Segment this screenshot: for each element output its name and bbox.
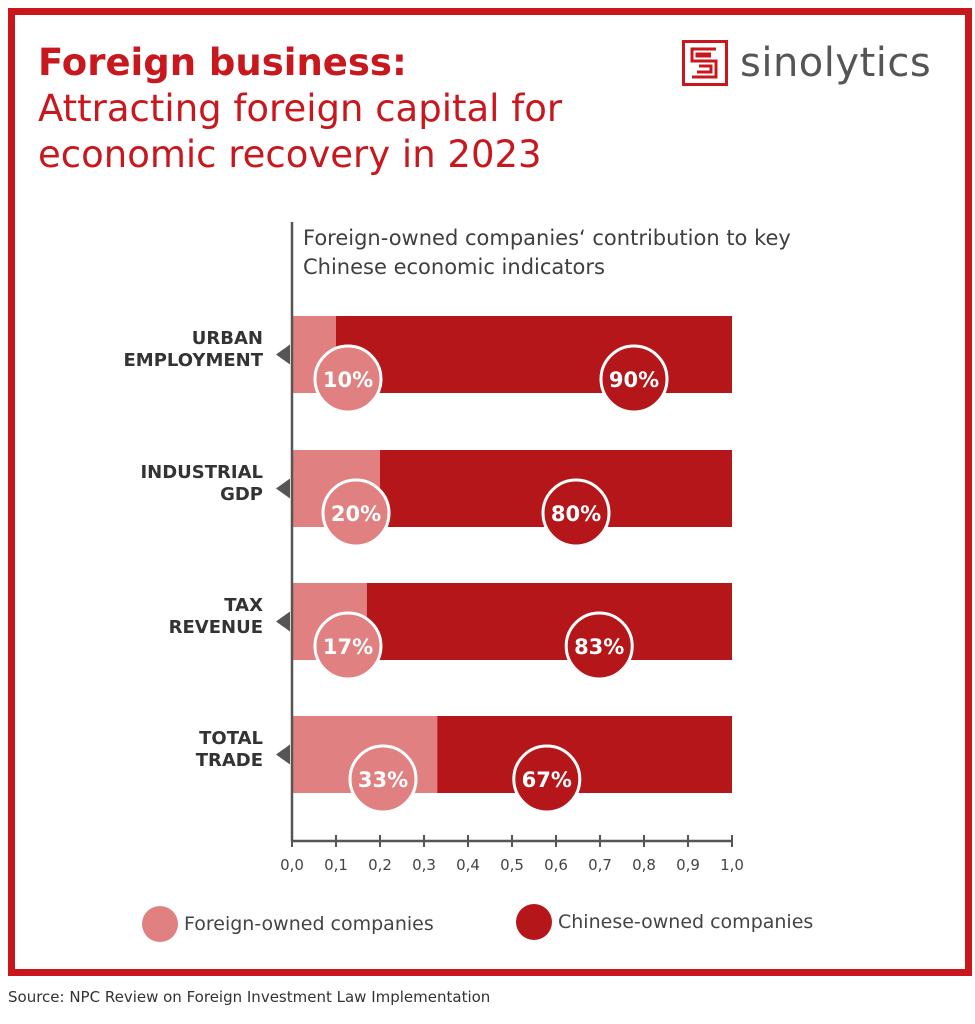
- data-label-circle-foreign: [348, 744, 418, 814]
- data-label-circle-foreign: [313, 344, 383, 414]
- category-label: TAX REVENUE: [43, 595, 263, 639]
- category-pointer: [276, 611, 290, 632]
- legend-swatch-chinese: [516, 904, 552, 940]
- data-label-chinese: 67%: [522, 768, 572, 792]
- data-label-chinese: 90%: [609, 368, 659, 392]
- category-pointer: [276, 744, 290, 765]
- legend-item-foreign: Foreign-owned companies: [142, 906, 434, 942]
- x-tick-label: 1,0: [720, 856, 744, 874]
- x-tick-label: 0,6: [544, 856, 568, 874]
- title-rest: Attracting foreign capital for economic …: [38, 87, 563, 176]
- source-note: Source: NPC Review on Foreign Investment…: [8, 988, 491, 1006]
- data-label-circle-foreign: [321, 478, 391, 548]
- x-tick-label: 0,1: [324, 856, 348, 874]
- category-label-line: TOTAL: [199, 728, 263, 749]
- data-label-foreign: 33%: [358, 768, 408, 792]
- data-label-circle-chinese: [564, 611, 634, 681]
- data-label-chinese: 83%: [574, 635, 624, 659]
- data-label-circle-foreign: [313, 611, 383, 681]
- legend-item-chinese: Chinese-owned companies: [516, 904, 813, 940]
- bar-chinese: [366, 583, 732, 660]
- category-label: URBAN EMPLOYMENT: [43, 328, 263, 372]
- x-tick-label: 0,4: [456, 856, 480, 874]
- category-label: INDUSTRIAL GDP: [43, 462, 263, 506]
- category-label: TOTAL TRADE: [43, 728, 263, 772]
- category-label-line: GDP: [220, 484, 263, 505]
- category-label-line: TAX: [224, 595, 263, 616]
- category-pointer: [276, 478, 290, 499]
- title-bold: Foreign business:: [38, 41, 407, 84]
- x-tick-label: 0,8: [632, 856, 656, 874]
- category-label-line: REVENUE: [168, 617, 263, 638]
- data-label-chinese: 80%: [551, 502, 601, 526]
- data-label-foreign: 17%: [323, 635, 373, 659]
- data-label-circle-chinese: [541, 478, 611, 548]
- bar-chinese: [437, 716, 732, 793]
- page-title: Foreign business: Attracting foreign cap…: [38, 40, 598, 178]
- logo-text: sinolytics: [740, 40, 932, 86]
- x-tick-label: 0,0: [280, 856, 304, 874]
- chart-frame: [8, 8, 972, 976]
- category-label-line: INDUSTRIAL: [140, 462, 263, 483]
- logo: sinolytics: [682, 38, 931, 88]
- chart-title: Foreign-owned companies‘ contribution to…: [303, 226, 791, 279]
- category-pointer: [276, 344, 290, 365]
- bar-chinese: [336, 316, 732, 393]
- x-tick-label: 0,3: [412, 856, 436, 874]
- category-label-line: URBAN: [191, 328, 263, 349]
- data-label-foreign: 20%: [331, 502, 381, 526]
- data-label-circle-chinese: [512, 744, 582, 814]
- x-tick-label: 0,9: [676, 856, 700, 874]
- legend-label-chinese: Chinese-owned companies: [558, 911, 814, 933]
- category-label-line: EMPLOYMENT: [123, 350, 263, 371]
- data-label-foreign: 10%: [323, 368, 373, 392]
- legend-swatch-foreign: [142, 906, 178, 942]
- x-tick-label: 0,5: [500, 856, 524, 874]
- category-label-line: TRADE: [195, 750, 263, 771]
- legend-label-foreign: Foreign-owned companies: [184, 913, 434, 935]
- data-label-circle-chinese: [599, 344, 669, 414]
- sinolytics-logo-icon: [682, 40, 728, 86]
- x-tick-label: 0,7: [588, 856, 612, 874]
- x-tick-label: 0,2: [368, 856, 392, 874]
